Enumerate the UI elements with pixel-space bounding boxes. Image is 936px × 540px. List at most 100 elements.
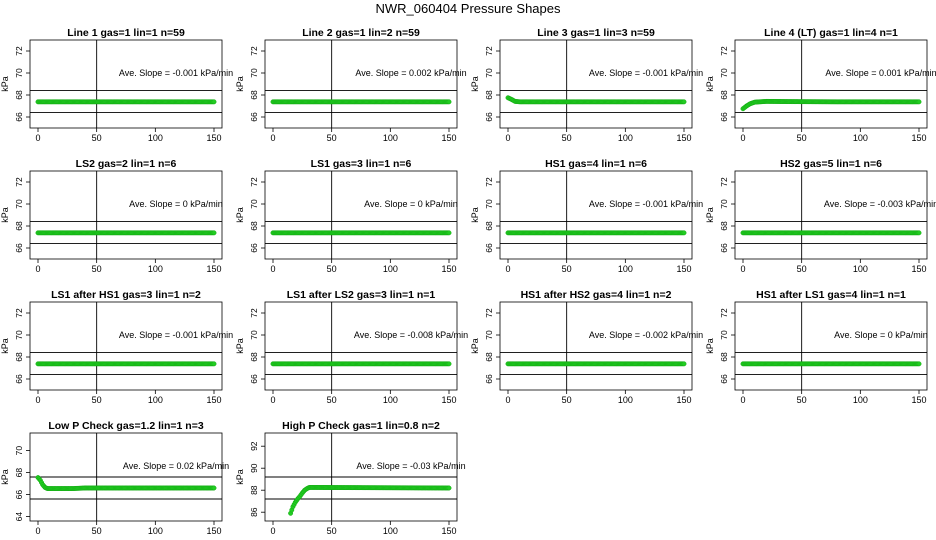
slope-annotation: Ave. Slope = -0.001 kPa/min [119, 330, 233, 340]
data-point [211, 230, 217, 236]
y-axis-label: kPa [0, 338, 10, 354]
x-tick-label: 0 [270, 395, 275, 405]
data-points [35, 99, 217, 105]
y-tick-label: 68 [14, 90, 24, 100]
x-tick-label: 50 [327, 526, 337, 536]
x-tick-label: 0 [35, 133, 40, 143]
y-tick-label: 68 [719, 221, 729, 231]
x-tick-label: 100 [853, 395, 868, 405]
x-tick-label: 150 [441, 264, 456, 274]
x-tick-label: 0 [740, 264, 745, 274]
y-axis-label: kPa [235, 338, 245, 354]
x-tick-label: 150 [911, 133, 926, 143]
y-tick-label: 72 [249, 46, 259, 56]
y-tick-label: 68 [249, 90, 259, 100]
slope-annotation: Ave. Slope = -0.03 kPa/min [356, 461, 465, 471]
x-tick-label: 100 [148, 133, 163, 143]
y-tick-label: 72 [249, 308, 259, 318]
y-axis-label: kPa [705, 207, 715, 223]
x-tick-label: 0 [35, 395, 40, 405]
x-tick-label: 50 [562, 264, 572, 274]
y-tick-label: 66 [719, 243, 729, 253]
y-axis-label: kPa [235, 469, 245, 485]
chart-title: Line 1 gas=1 lin=1 n=59 [67, 27, 185, 39]
slope-annotation: Ave. Slope = -0.003 kPa/min [824, 199, 936, 209]
y-tick-label: 68 [719, 352, 729, 362]
data-point [211, 99, 217, 105]
slope-annotation: Ave. Slope = -0.001 kPa/min [589, 199, 703, 209]
y-tick-label: 68 [249, 221, 259, 231]
x-tick-label: 0 [270, 526, 275, 536]
y-tick-label: 68 [484, 352, 494, 362]
x-tick-label: 150 [441, 526, 456, 536]
x-tick-label: 150 [911, 395, 926, 405]
y-tick-label: 72 [719, 308, 729, 318]
page-title: NWR_060404 Pressure Shapes [375, 1, 561, 16]
x-tick-label: 50 [327, 395, 337, 405]
x-tick-label: 50 [327, 133, 337, 143]
chart-title: Low P Check gas=1.2 lin=1 n=3 [48, 420, 203, 432]
x-tick-label: 150 [206, 264, 221, 274]
data-point [446, 361, 452, 367]
slope-annotation: Ave. Slope = 0.02 kPa/min [123, 461, 229, 471]
x-tick-label: 100 [853, 133, 868, 143]
data-points [740, 98, 922, 112]
x-tick-label: 100 [383, 395, 398, 405]
chart-title: HS1 gas=4 lin=1 n=6 [545, 158, 647, 170]
y-tick-label: 68 [14, 352, 24, 362]
data-points [505, 95, 687, 105]
x-tick-label: 0 [505, 133, 510, 143]
x-tick-label: 100 [383, 133, 398, 143]
y-tick-label: 72 [484, 308, 494, 318]
y-tick-label: 66 [719, 112, 729, 122]
y-tick-label: 72 [484, 46, 494, 56]
y-axis-label: kPa [235, 207, 245, 223]
x-tick-label: 150 [676, 133, 691, 143]
y-axis-label: kPa [235, 76, 245, 92]
y-axis-label: kPa [470, 207, 480, 223]
x-tick-label: 100 [148, 264, 163, 274]
y-tick-label: 64 [14, 512, 24, 522]
x-tick-label: 50 [92, 395, 102, 405]
plot-frame [29, 39, 223, 129]
plot-frame [499, 301, 693, 391]
y-axis-label: kPa [470, 338, 480, 354]
chart-title: Line 4 (LT) gas=1 lin=4 n=1 [764, 27, 898, 39]
slope-annotation: Ave. Slope = 0 kPa/min [364, 199, 458, 209]
y-tick-label: 70 [484, 68, 494, 78]
slope-annotation: Ave. Slope = 0.002 kPa/min [355, 68, 466, 78]
x-tick-label: 50 [562, 395, 572, 405]
y-tick-label: 68 [484, 90, 494, 100]
slope-annotation: Ave. Slope = -0.008 kPa/min [354, 330, 468, 340]
chart-title: High P Check gas=1 lin=0.8 n=2 [282, 420, 440, 432]
y-tick-label: 70 [719, 199, 729, 209]
y-tick-label: 70 [14, 330, 24, 340]
data-points [270, 230, 452, 236]
y-tick-label: 70 [719, 68, 729, 78]
plot-frame [264, 301, 458, 391]
x-tick-label: 150 [676, 395, 691, 405]
data-points [288, 485, 452, 516]
x-tick-label: 150 [911, 264, 926, 274]
y-tick-label: 70 [14, 68, 24, 78]
data-points [35, 230, 217, 236]
data-points [505, 361, 687, 367]
data-point [446, 99, 452, 105]
x-tick-label: 0 [505, 264, 510, 274]
x-tick-label: 150 [676, 264, 691, 274]
slope-annotation: Ave. Slope = 0 kPa/min [834, 330, 928, 340]
data-points [505, 230, 687, 236]
plot-frame [29, 170, 223, 260]
y-tick-label: 66 [249, 112, 259, 122]
plot-frame [734, 39, 928, 129]
y-tick-label: 68 [249, 352, 259, 362]
x-tick-label: 100 [853, 264, 868, 274]
chart-title: Line 3 gas=1 lin=3 n=59 [537, 27, 655, 39]
data-points [35, 475, 217, 491]
x-tick-label: 150 [441, 133, 456, 143]
y-tick-label: 92 [249, 441, 259, 451]
x-tick-label: 0 [270, 264, 275, 274]
x-tick-label: 50 [797, 264, 807, 274]
x-tick-label: 150 [441, 395, 456, 405]
